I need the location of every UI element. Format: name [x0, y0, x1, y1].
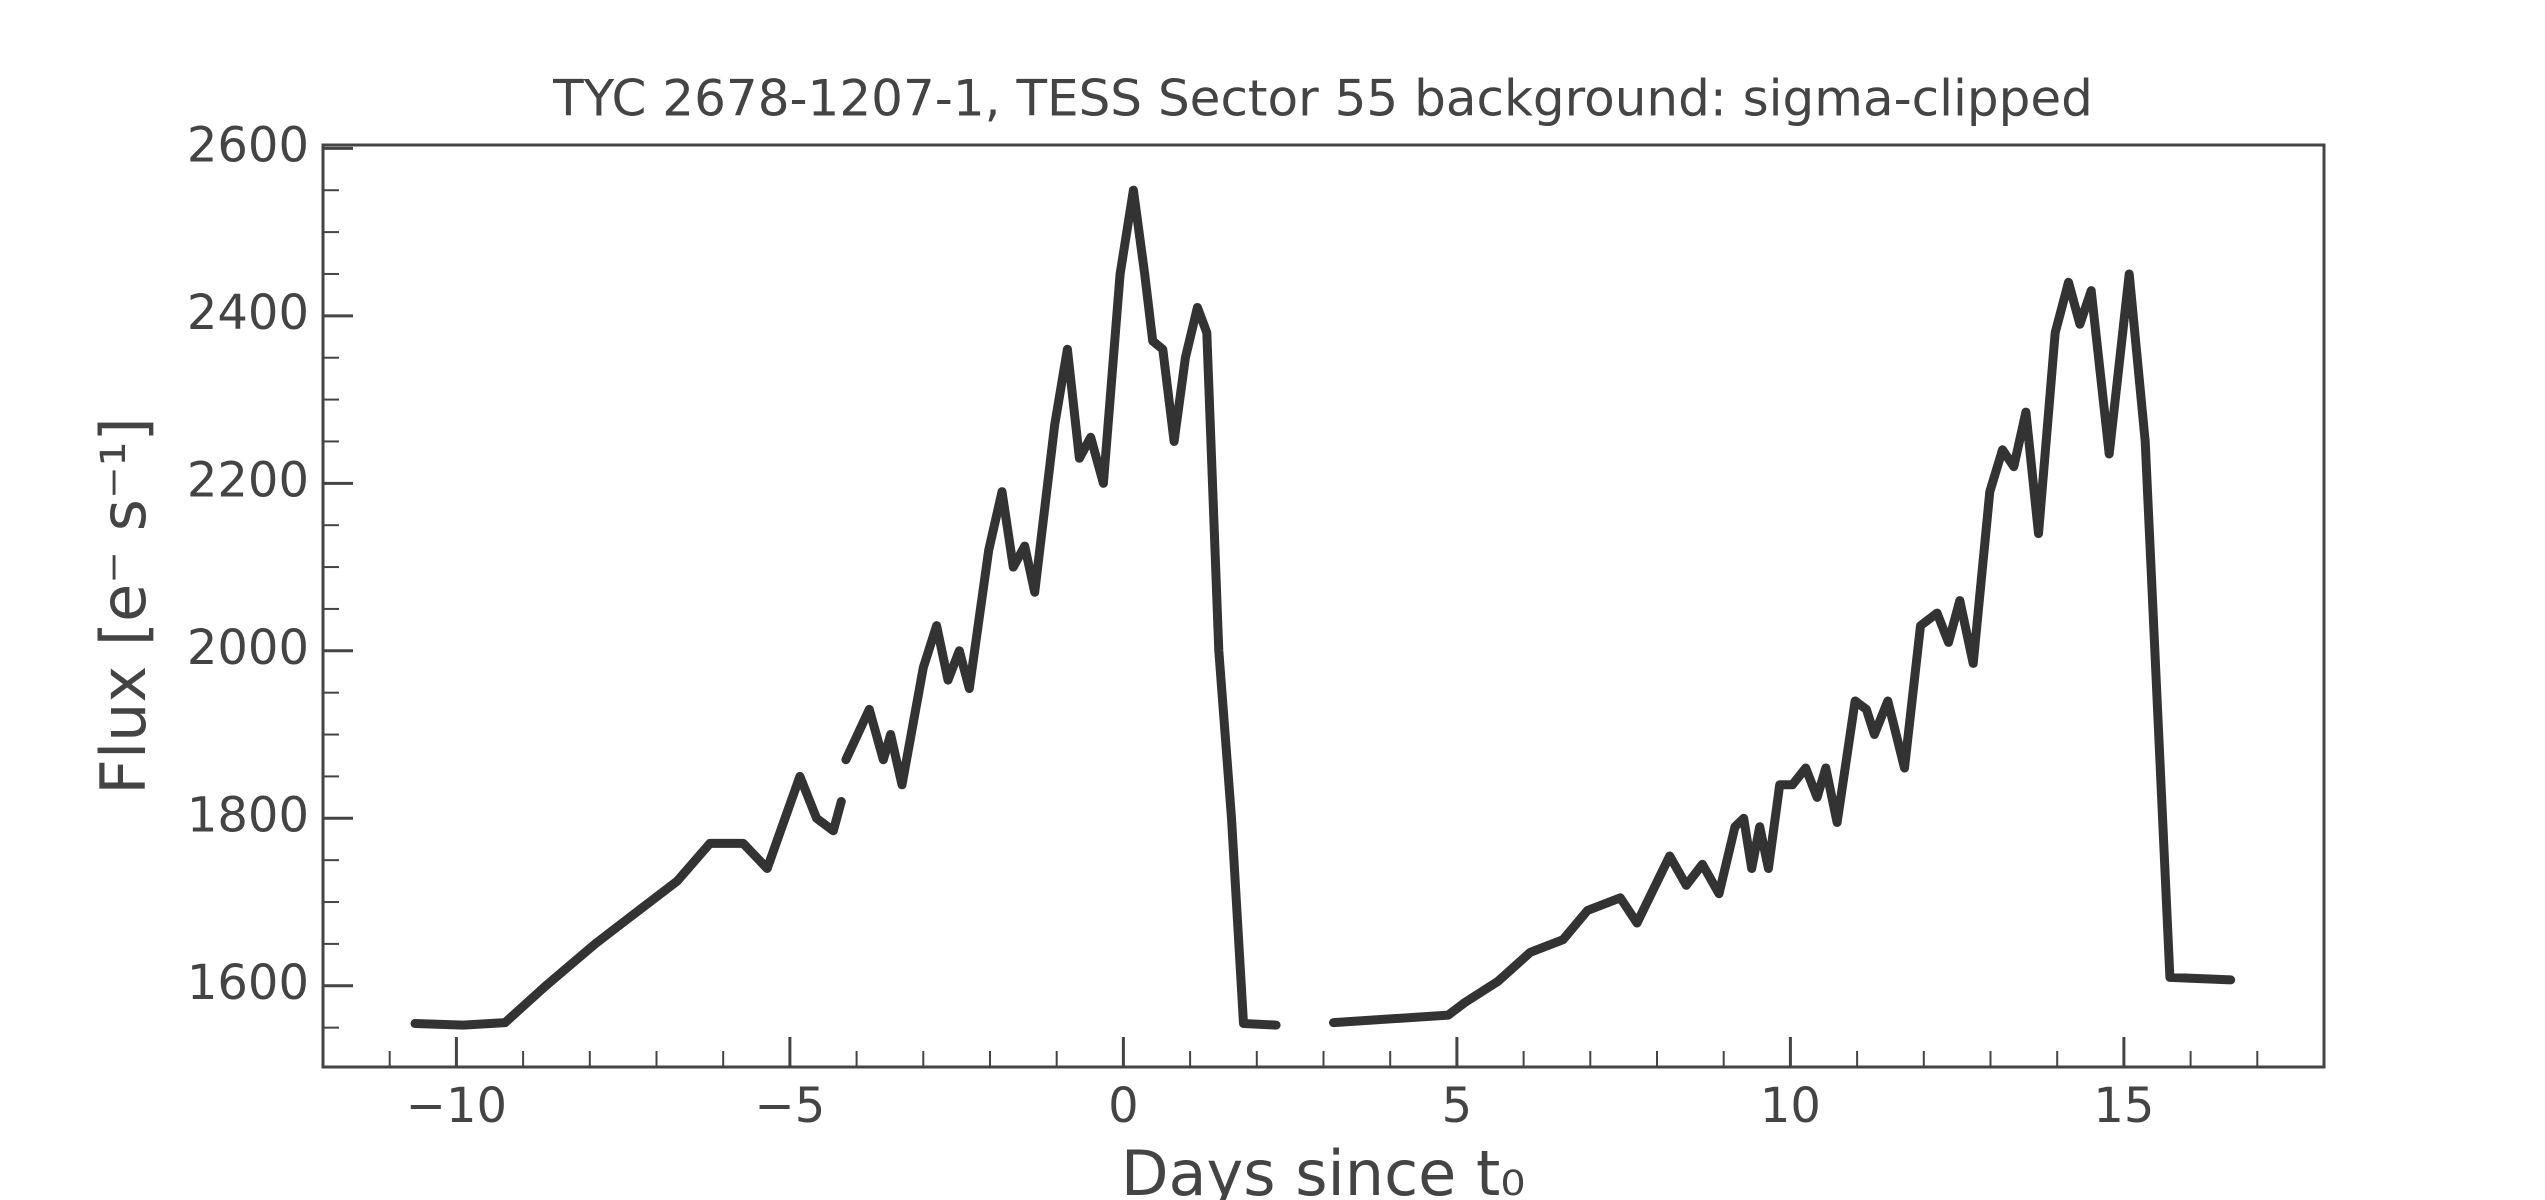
- y-tick-label: 2600: [187, 117, 309, 173]
- flux-line: [410, 185, 2236, 1030]
- plot-frame: [321, 143, 2326, 1069]
- y-tick-label: 2400: [187, 285, 309, 341]
- y-tick-label: 2000: [187, 620, 309, 676]
- y-axis-label: Flux [e⁻ s⁻¹]: [87, 417, 160, 794]
- chart-title: TYC 2678-1207-1, TESS Sector 55 backgrou…: [552, 70, 2093, 128]
- x-tick-label: 5: [1442, 1078, 1473, 1134]
- x-tick-label: 10: [1760, 1078, 1821, 1134]
- x-tick-label: −10: [406, 1078, 507, 1134]
- y-tick-label: 1600: [187, 955, 309, 1011]
- y-tick-label: 1800: [187, 787, 309, 843]
- x-tick-label: 15: [2093, 1078, 2154, 1134]
- x-tick-label: −5: [755, 1078, 826, 1134]
- x-axis-label: Days since t₀: [1121, 1137, 1525, 1200]
- y-tick-label: 2200: [187, 452, 309, 508]
- x-tick-label: 0: [1108, 1078, 1139, 1134]
